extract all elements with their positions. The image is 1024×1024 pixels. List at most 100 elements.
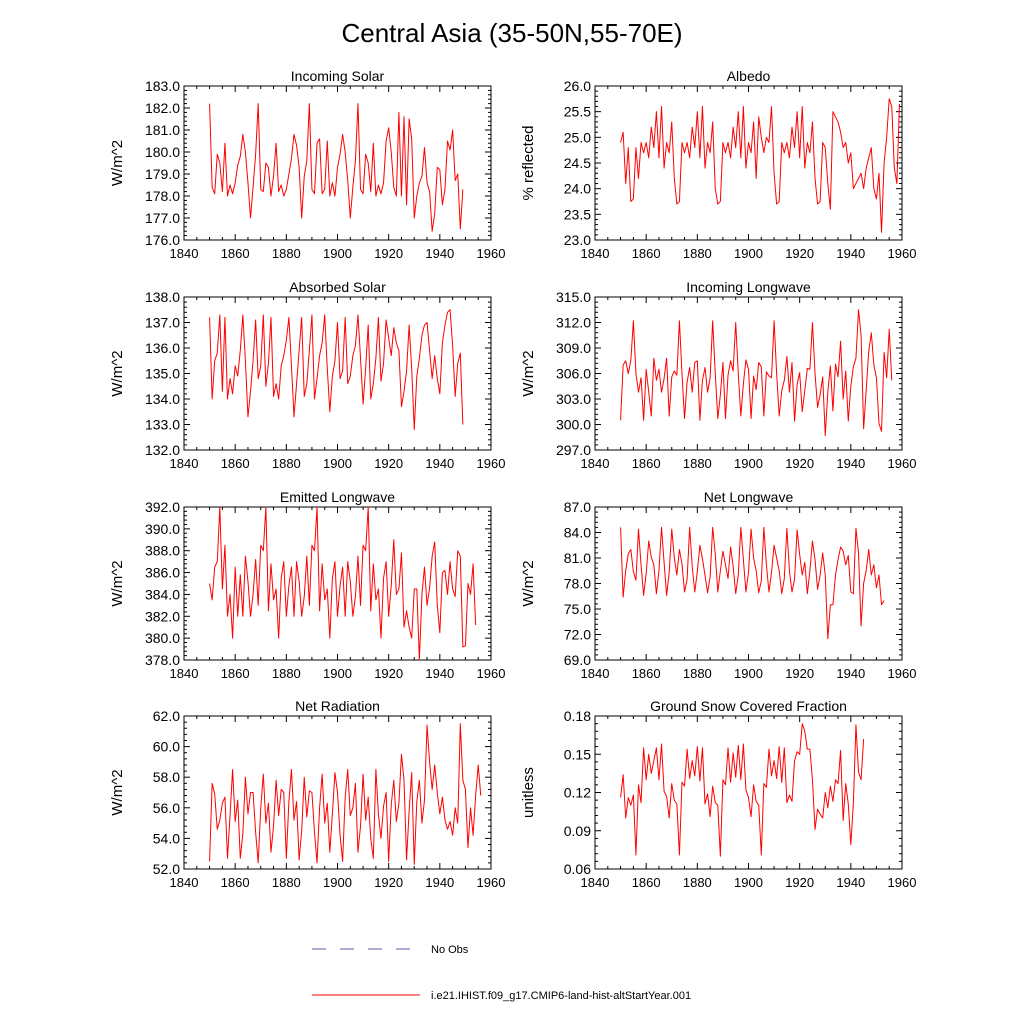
series-line: [620, 723, 865, 857]
y-axis-label: W/m^2: [109, 769, 126, 815]
y-tick-label: 56.0: [153, 800, 180, 816]
y-tick-label: 390.0: [145, 521, 180, 537]
y-tick-label: 75.0: [564, 601, 591, 617]
page-title: Central Asia (35-50N,55-70E): [341, 18, 682, 48]
chart-panel-absorbed-solar: Absorbed Solar 1840 1860 1880 1900 1920 1940 19…: [109, 279, 505, 471]
y-tick-label: 382.0: [145, 608, 180, 624]
chart-panel-net-radiation: Net Radiation 1840 1860 1880 1900 1920 1940 196…: [109, 698, 505, 890]
legend-obs-label: No Obs: [431, 944, 469, 956]
series-line: [209, 723, 482, 865]
y-tick-label: 78.0: [564, 576, 591, 592]
y-tick-label: 23.5: [564, 206, 591, 222]
y-tick-label: 25.0: [564, 129, 591, 145]
y-tick-label: 392.0: [145, 499, 180, 515]
chart-title: Incoming Solar: [291, 68, 385, 84]
chart-title: Net Radiation: [295, 698, 380, 714]
chart-panel-emitted-longwave: Emitted Longwave 1840 1860 1880 1900 1920 1940…: [109, 489, 505, 681]
x-tick-label: 1960: [477, 666, 506, 681]
x-tick-label: 1900: [323, 875, 352, 890]
x-tick-label: 1920: [374, 875, 403, 890]
y-tick-label: 309.0: [556, 340, 591, 356]
x-tick-label: 1920: [785, 456, 814, 471]
y-tick-label: 181.0: [145, 122, 180, 138]
x-tick-label: 1880: [272, 456, 301, 471]
series-line: [620, 98, 900, 233]
y-tick-label: 134.0: [145, 391, 180, 407]
y-tick-label: 178.0: [145, 188, 180, 204]
legend: No Obs i.e21.IHIST.f09_g17.CMIP6-land-hi…: [312, 944, 691, 1002]
x-tick-label: 1840: [581, 875, 610, 890]
y-tick-label: 177.0: [145, 210, 180, 226]
x-tick-label: 1860: [632, 666, 661, 681]
x-tick-label: 1840: [170, 666, 199, 681]
y-tick-label: 182.0: [145, 100, 180, 116]
x-tick-label: 1840: [581, 666, 610, 681]
x-tick-label: 1900: [734, 875, 763, 890]
x-tick-label: 1960: [888, 456, 917, 471]
x-tick-label: 1880: [272, 246, 301, 261]
chart-panel-ground-snow-covered-fraction: Ground Snow Covered Fraction 1840 1860 1880…: [520, 698, 916, 890]
x-tick-label: 1860: [632, 246, 661, 261]
x-tick-label: 1940: [836, 875, 865, 890]
chart-title: Incoming Longwave: [686, 279, 811, 295]
x-tick-label: 1860: [632, 456, 661, 471]
y-tick-label: 24.0: [564, 181, 591, 197]
x-tick-label: 1960: [477, 875, 506, 890]
y-tick-label: 378.0: [145, 652, 180, 668]
y-tick-label: 58.0: [153, 769, 180, 785]
x-tick-label: 1940: [425, 666, 454, 681]
y-tick-label: 386.0: [145, 565, 180, 581]
y-tick-label: 179.0: [145, 166, 180, 182]
x-tick-label: 1900: [734, 666, 763, 681]
y-axis-label: W/m^2: [520, 560, 537, 606]
x-tick-label: 1840: [581, 246, 610, 261]
chart-title: Emitted Longwave: [280, 489, 395, 505]
chart-title: Absorbed Solar: [289, 279, 386, 295]
x-tick-label: 1880: [272, 666, 301, 681]
y-axis-label: W/m^2: [109, 560, 126, 606]
x-tick-label: 1860: [221, 875, 250, 890]
y-tick-label: 87.0: [564, 499, 591, 515]
chart-panel-net-longwave: Net Longwave 1840 1860 1880 1900 1920 1940 1960…: [520, 489, 916, 681]
x-tick-label: 1900: [323, 456, 352, 471]
y-tick-label: 180.0: [145, 144, 180, 160]
y-tick-label: 60.0: [153, 739, 180, 755]
chart-title: Net Longwave: [704, 489, 794, 505]
y-axis-label: W/m^2: [109, 140, 126, 186]
x-tick-label: 1840: [581, 456, 610, 471]
y-tick-label: 62.0: [153, 708, 180, 724]
y-tick-label: 24.5: [564, 155, 591, 171]
x-tick-label: 1900: [734, 246, 763, 261]
y-axis-label: W/m^2: [520, 350, 537, 396]
plot-frame: [183, 506, 492, 661]
x-tick-label: 1940: [425, 875, 454, 890]
chart-panel-incoming-longwave: Incoming Longwave 1840 1860 1880 1900 1920 194…: [520, 279, 916, 471]
x-tick-label: 1920: [374, 666, 403, 681]
y-tick-label: 0.12: [564, 785, 591, 801]
chart-panel-albedo: Albedo 1840 1860 1880 1900 1920 1940 1960 23.0 23…: [520, 68, 916, 261]
plot-frame: [183, 85, 492, 241]
series-line: [620, 309, 893, 437]
x-tick-label: 1880: [272, 875, 301, 890]
y-tick-label: 380.0: [145, 630, 180, 646]
y-tick-label: 297.0: [556, 442, 591, 458]
legend-model-label: i.e21.IHIST.f09_g17.CMIP6-land-hist-altS…: [431, 990, 691, 1002]
y-tick-label: 136.0: [145, 340, 180, 356]
y-tick-label: 81.0: [564, 550, 591, 566]
x-tick-label: 1920: [374, 456, 403, 471]
x-tick-label: 1940: [425, 456, 454, 471]
y-tick-label: 135.0: [145, 366, 180, 382]
x-tick-label: 1900: [323, 246, 352, 261]
x-tick-label: 1880: [683, 456, 712, 471]
y-tick-label: 306.0: [556, 366, 591, 382]
x-tick-label: 1960: [888, 875, 917, 890]
y-tick-label: 312.0: [556, 315, 591, 331]
y-tick-label: 72.0: [564, 627, 591, 643]
y-tick-label: 84.0: [564, 525, 591, 541]
y-tick-label: 384.0: [145, 586, 180, 602]
x-tick-label: 1840: [170, 456, 199, 471]
x-tick-label: 1960: [888, 246, 917, 261]
chart-title: Albedo: [727, 68, 771, 84]
x-tick-label: 1940: [836, 456, 865, 471]
x-tick-label: 1940: [836, 666, 865, 681]
